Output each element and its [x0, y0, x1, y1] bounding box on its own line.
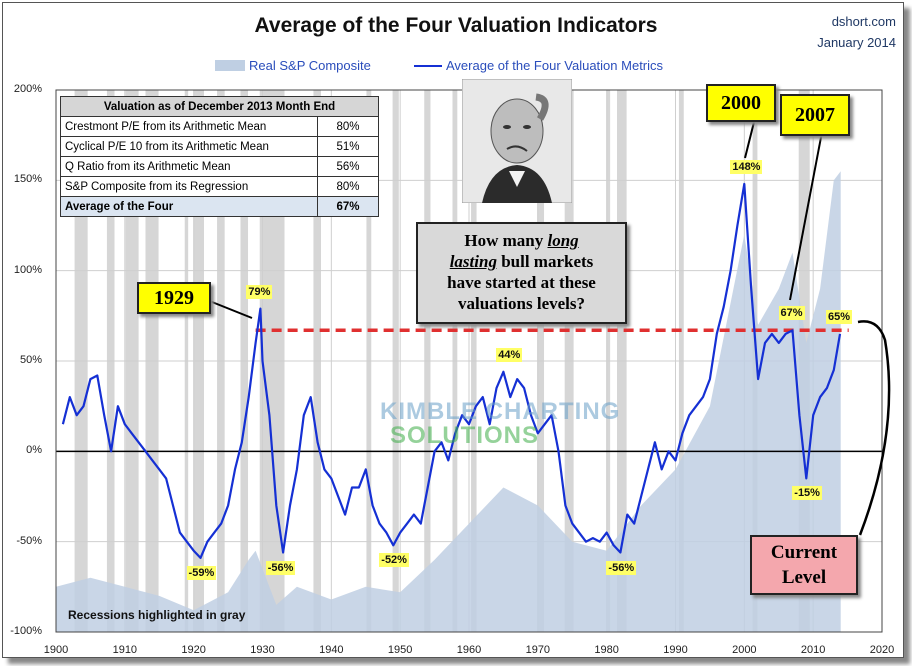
table-row: Cyclical P/E 10 from its Arithmetic Mean…	[60, 136, 379, 157]
x-tick-label: 1990	[663, 644, 688, 656]
arrow-current	[857, 320, 891, 536]
x-tick-label: 1900	[43, 644, 69, 656]
point-label: 79%	[246, 284, 273, 299]
date-label: January 2014	[817, 35, 896, 50]
valuation-table: Valuation as of December 2013 Month End …	[60, 96, 379, 217]
chart-title: Average of the Four Valuation Indicators	[254, 14, 658, 37]
table-row-average: Average of the Four 67%	[60, 196, 379, 217]
x-tick-label: 1950	[387, 644, 413, 656]
table-row: Crestmont P/E from its Arithmetic Mean 80…	[60, 116, 379, 137]
y-tick-label: 50%	[19, 354, 42, 366]
arrow-1929	[206, 299, 253, 319]
callout-1929: 1929	[137, 282, 211, 314]
x-tick-label: 1980	[594, 644, 619, 656]
table-header: Valuation as of December 2013 Month End	[60, 96, 379, 117]
arrow-2000	[744, 117, 756, 159]
x-tick-label: 1920	[181, 644, 206, 656]
legend-line-label: Average of the Four Valuation Metrics	[446, 58, 664, 73]
point-label: -56%	[265, 560, 296, 575]
source-label: dshort.com	[831, 14, 896, 29]
recession-note: Recessions highlighted in gray	[68, 608, 246, 622]
y-tick-label: 100%	[13, 263, 42, 276]
y-tick-label: 150%	[13, 173, 42, 186]
legend-line-swatch	[414, 65, 442, 67]
legend-area-swatch	[215, 60, 245, 71]
x-tick-label: 1910	[112, 644, 138, 656]
y-tick-label: 0%	[26, 444, 42, 457]
point-label: 148%	[730, 159, 763, 174]
y-tick-label: -50%	[16, 534, 42, 547]
arrow-2007	[789, 131, 823, 301]
x-tick-label: 2010	[800, 644, 826, 656]
watermark: KIMBLE CHARTING SOLUTIONS	[380, 398, 620, 450]
x-tick-label: 1940	[319, 644, 344, 656]
legend-area-label: Real S&P Composite	[249, 58, 371, 73]
point-label: 65%	[826, 309, 853, 324]
table-row: Q Ratio from its Arithmetic Mean 56%	[60, 156, 379, 177]
callout-2000: 2000	[706, 84, 776, 122]
x-tick-label: 1960	[456, 644, 482, 656]
callout-2007: 2007	[780, 94, 850, 136]
question-box: How many long lasting bull markets have …	[416, 222, 627, 324]
point-label: 44%	[496, 347, 523, 362]
point-label: -56%	[606, 560, 637, 575]
watermark-line-2: SOLUTIONS	[390, 422, 540, 449]
x-tick-label: 1930	[250, 644, 275, 656]
x-tick-label: 2000	[732, 644, 757, 656]
current-level-box: Current Level	[750, 535, 858, 595]
series-line-average	[61, 182, 842, 560]
question-emphasis: long	[547, 231, 579, 250]
y-tick-label: -100%	[10, 625, 42, 637]
watermark-line-1: KIMBLE CHARTING	[380, 398, 621, 425]
x-tick-label: 1970	[525, 644, 551, 656]
point-label: 67%	[778, 306, 805, 321]
portrait-illustration	[462, 79, 572, 203]
y-tick-label: 200%	[13, 83, 42, 95]
point-label: -59%	[186, 565, 217, 580]
point-label: -52%	[379, 553, 409, 568]
table-row: S&P Composite from its Regression 80%	[60, 176, 379, 197]
point-label: -15%	[792, 486, 822, 501]
x-tick-label: 2020	[869, 644, 895, 656]
series-area-real-sp	[56, 171, 841, 633]
